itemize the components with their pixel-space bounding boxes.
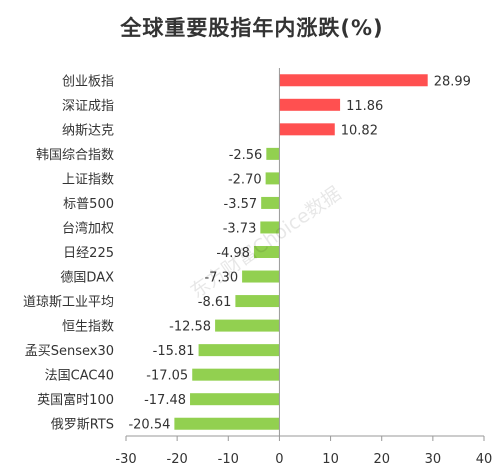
category-label-10: 恒生指数 xyxy=(62,320,114,335)
category-label-13: 英国富时100 xyxy=(37,392,114,408)
value-label-2: 10.82 xyxy=(341,123,378,138)
bar-14 xyxy=(174,417,280,430)
bar-5 xyxy=(261,196,280,209)
category-label-3: 韩国综合指数 xyxy=(36,148,114,163)
chart-title: 全球重要股指年内涨跌(%) xyxy=(120,16,384,40)
x-tick-label-5: 20 xyxy=(373,452,390,467)
category-label-5: 标普500 xyxy=(63,197,114,212)
category-label-9: 道琼斯工业平均 xyxy=(23,295,114,310)
bar-8 xyxy=(242,270,280,283)
value-label-8: -7.30 xyxy=(204,271,238,286)
bar-9 xyxy=(235,295,280,308)
category-label-6: 台湾加权 xyxy=(62,220,114,236)
value-label-6: -3.73 xyxy=(223,221,257,236)
x-tick-label-3: 0 xyxy=(275,452,283,467)
bar-0 xyxy=(279,74,428,87)
value-label-11: -15.81 xyxy=(153,344,195,359)
bar-13 xyxy=(190,393,280,406)
bar-4 xyxy=(265,172,280,185)
category-label-11: 孟买Sensex30 xyxy=(25,344,114,359)
bar-6 xyxy=(260,221,280,234)
value-label-10: -12.58 xyxy=(169,320,211,335)
x-tick-label-0: -30 xyxy=(115,452,136,467)
value-label-7: -4.98 xyxy=(216,246,250,261)
x-tick-label-1: -20 xyxy=(167,452,188,467)
value-label-3: -2.56 xyxy=(229,148,263,163)
value-label-5: -3.57 xyxy=(224,197,258,212)
bar-1 xyxy=(279,98,341,111)
bar-10 xyxy=(215,319,280,332)
value-label-1: 11.86 xyxy=(346,99,383,114)
x-tick-label-6: 30 xyxy=(425,452,442,467)
value-label-9: -8.61 xyxy=(198,295,232,310)
x-tick-label-4: 10 xyxy=(322,452,339,467)
bar-11 xyxy=(198,344,280,357)
x-tick-label-2: -10 xyxy=(218,452,239,467)
category-label-4: 上证指数 xyxy=(62,172,114,187)
bar-7 xyxy=(253,246,280,258)
x-tick-label-7: 40 xyxy=(476,452,493,467)
value-label-13: -17.48 xyxy=(144,393,186,408)
category-label-8: 德国DAX xyxy=(60,271,114,286)
category-label-7: 日经225 xyxy=(63,246,114,261)
bar-3 xyxy=(266,147,280,160)
value-label-14: -20.54 xyxy=(128,418,170,433)
category-label-12: 法国CAC40 xyxy=(45,369,114,384)
category-label-2: 纳斯达克 xyxy=(62,123,114,138)
bar-2 xyxy=(279,123,335,136)
category-label-0: 创业板指 xyxy=(62,74,114,89)
category-label-1: 深证成指 xyxy=(62,99,114,114)
value-label-0: 28.99 xyxy=(434,74,471,89)
bar-12 xyxy=(192,368,280,381)
value-label-4: -2.70 xyxy=(228,172,262,187)
category-label-14: 俄罗斯RTS xyxy=(51,418,114,433)
value-label-12: -17.05 xyxy=(146,369,188,384)
